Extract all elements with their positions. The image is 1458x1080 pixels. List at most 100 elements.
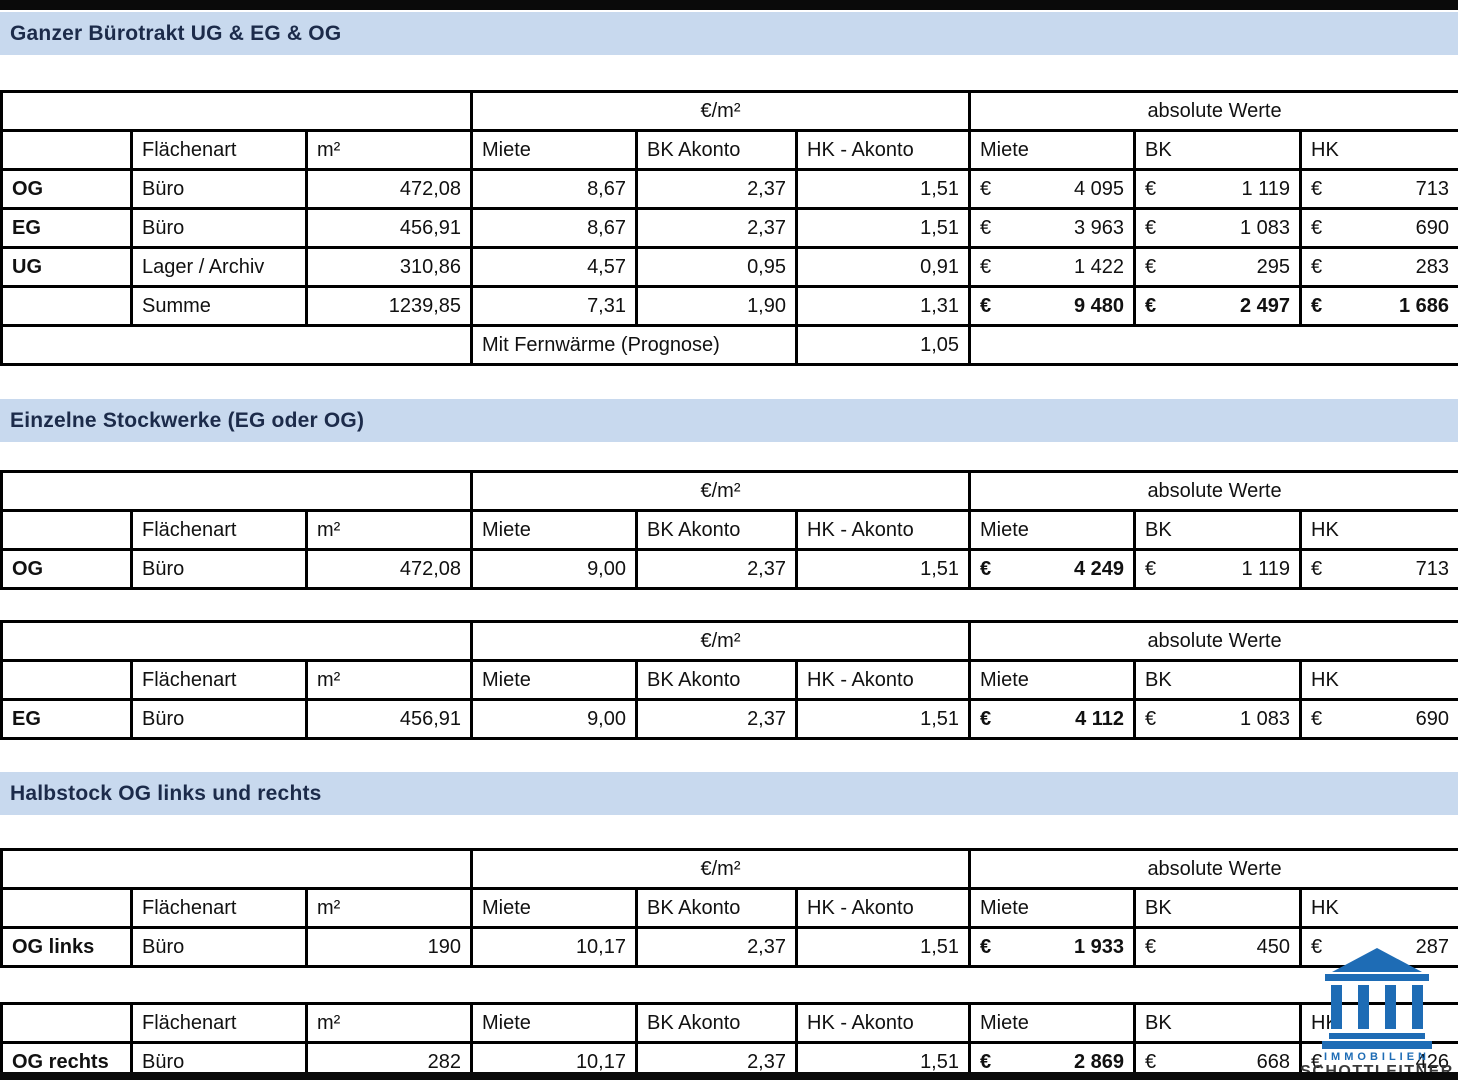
table-row: EG Büro 456,91 9,00 2,37 1,51 €4 112 €1 … xyxy=(0,698,1458,740)
col-header-hk-akonto: HK - Akonto xyxy=(794,509,972,551)
euro-sign: € xyxy=(1311,935,1323,958)
fernwaerme-value: 1,05 xyxy=(794,324,972,366)
euro-sign: € xyxy=(1311,255,1323,278)
merged-header-eur-m2: €/m² xyxy=(469,470,972,512)
col-header-bk: BK xyxy=(1133,509,1303,551)
area-type: Lager / Archiv xyxy=(130,246,308,288)
euro-sign: € xyxy=(1311,216,1323,239)
hk-abs-value: 287 xyxy=(1415,935,1450,958)
euro-sign: € xyxy=(980,294,992,317)
hk-akonto-value: 1,51 xyxy=(794,698,972,740)
bk-abs-cell: €1 119 xyxy=(1133,548,1303,590)
section-header-einzelne-stockwerke: Einzelne Stockwerke (EG oder OG) xyxy=(0,399,1458,442)
miete-abs-cell: €3 963 xyxy=(968,207,1137,249)
euro-sign: € xyxy=(1145,557,1157,580)
top-black-bar xyxy=(0,0,1458,10)
col-header-hk: HK xyxy=(1299,887,1458,929)
col-header-bk-akonto: BK Akonto xyxy=(635,887,798,929)
col-header-m2: m² xyxy=(305,1002,473,1044)
col-header-hk-akonto: HK - Akonto xyxy=(794,129,972,171)
euro-sign: € xyxy=(980,255,992,278)
merged-header-eur-m2: €/m² xyxy=(469,90,972,132)
miete-abs-cell: €4 249 xyxy=(968,548,1137,590)
euro-sign: € xyxy=(1145,935,1157,958)
col-header-bk-akonto: BK Akonto xyxy=(635,129,798,171)
miete-abs-value: 9 480 xyxy=(1073,294,1125,317)
m2-value: 190 xyxy=(305,926,473,968)
hk-abs-cell: €283 xyxy=(1299,246,1458,288)
bk-akonto-value: 1,90 xyxy=(635,285,798,327)
miete-abs-cell: €1 933 xyxy=(968,926,1137,968)
spacer-cell xyxy=(0,848,473,890)
euro-sign: € xyxy=(1145,294,1157,317)
hk-abs-cell: €690 xyxy=(1299,207,1458,249)
bk-abs-cell: €1 083 xyxy=(1133,207,1303,249)
col-header-hk: HK xyxy=(1299,129,1458,171)
spacer-cell xyxy=(0,509,133,551)
miete-abs-value: 1 933 xyxy=(1073,935,1125,958)
hk-abs-value: 690 xyxy=(1415,707,1450,730)
spacer-cell xyxy=(0,129,133,171)
bk-abs-value: 1 119 xyxy=(1241,557,1291,580)
miete-per-m2: 8,67 xyxy=(470,207,638,249)
hk-abs-value: 1 686 xyxy=(1398,294,1450,317)
miete-abs-value: 2 869 xyxy=(1073,1050,1124,1073)
hk-akonto-value: 1,51 xyxy=(794,168,972,210)
col-header-bk-akonto: BK Akonto xyxy=(635,1002,798,1044)
col-header-hk: HK xyxy=(1299,509,1458,551)
miete-per-m2: 7,31 xyxy=(470,285,638,327)
col-header-m2: m² xyxy=(305,129,473,171)
col-header-m2: m² xyxy=(305,509,473,551)
table-ganzer-buerotrakt: €/m² absolute Werte Flächenart m² Miete … xyxy=(0,90,1458,366)
bk-abs-value: 1 083 xyxy=(1239,707,1291,730)
m2-value: 472,08 xyxy=(305,548,473,590)
col-header-bk: BK xyxy=(1133,887,1303,929)
table-og-rechts: Flächenart m² Miete BK Akonto HK - Akont… xyxy=(0,1002,1458,1080)
bk-akonto-value: 2,37 xyxy=(635,548,798,590)
col-header-miete: Miete xyxy=(470,659,638,701)
hk-akonto-value: 1,51 xyxy=(794,926,972,968)
fernwaerme-row: Mit Fernwärme (Prognose) 1,05 xyxy=(0,324,1458,366)
col-header-miete-abs: Miete xyxy=(968,887,1137,929)
hk-abs-value: 283 xyxy=(1415,255,1450,278)
miete-abs-value: 3 963 xyxy=(1073,216,1125,239)
bk-akonto-value: 2,37 xyxy=(635,168,798,210)
col-header-bk: BK xyxy=(1133,659,1303,701)
summe-label: Summe xyxy=(130,285,308,327)
col-header-miete-abs: Miete xyxy=(968,509,1137,551)
col-header-bk-akonto: BK Akonto xyxy=(635,509,798,551)
euro-sign: € xyxy=(1311,294,1323,317)
merged-header-absolute-werte: absolute Werte xyxy=(968,848,1458,890)
miete-per-m2: 8,67 xyxy=(470,168,638,210)
hk-abs-value: 690 xyxy=(1415,216,1450,239)
col-header-flaechenart: Flächenart xyxy=(130,129,308,171)
hk-abs-value: 713 xyxy=(1415,177,1450,200)
table-og-einzeln: €/m² absolute Werte Flächenart m² Miete … xyxy=(0,470,1458,590)
col-header-hk: HK xyxy=(1299,659,1458,701)
spacer-cell xyxy=(0,620,473,662)
bk-akonto-value: 2,37 xyxy=(635,207,798,249)
miete-abs-cell: €4 112 xyxy=(968,698,1137,740)
table-row: OG Büro 472,08 8,67 2,37 1,51 €4 095 €1 … xyxy=(0,168,1458,210)
table-row: OG links Büro 190 10,17 2,37 1,51 €1 933… xyxy=(0,926,1458,968)
merged-header-absolute-werte: absolute Werte xyxy=(968,620,1458,662)
euro-sign: € xyxy=(1311,557,1323,580)
bk-abs-value: 295 xyxy=(1256,255,1291,278)
col-header-miete-abs: Miete xyxy=(968,129,1137,171)
miete-abs-value: 4 112 xyxy=(1075,707,1125,730)
m2-value: 472,08 xyxy=(305,168,473,210)
col-header-miete-abs: Miete xyxy=(968,659,1137,701)
col-header-miete: Miete xyxy=(470,509,638,551)
col-header-miete: Miete xyxy=(470,887,638,929)
area-type: Büro xyxy=(130,548,308,590)
euro-sign: € xyxy=(1145,1050,1157,1073)
miete-per-m2: 10,17 xyxy=(470,926,638,968)
euro-sign: € xyxy=(980,935,992,958)
row-label: EG xyxy=(0,207,133,249)
euro-sign: € xyxy=(1145,255,1157,278)
row-label: UG xyxy=(0,246,133,288)
col-header-bk-akonto: BK Akonto xyxy=(635,659,798,701)
col-header-m2: m² xyxy=(305,659,473,701)
col-header-miete: Miete xyxy=(470,1002,638,1044)
bk-abs-cell: €1 119 xyxy=(1133,168,1303,210)
